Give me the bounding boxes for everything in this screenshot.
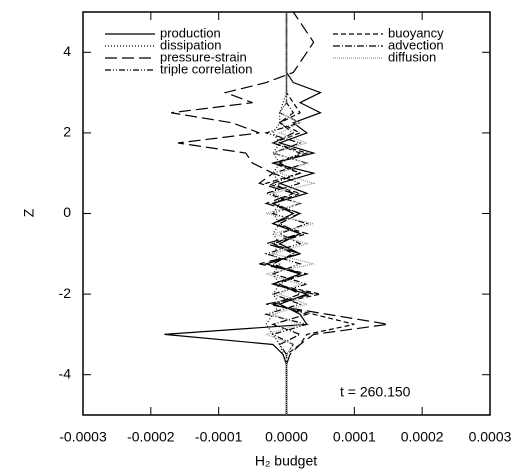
x-axis-label: H₂ budget <box>255 453 317 469</box>
annotation: t = 260.150 <box>340 384 411 400</box>
series-line <box>263 12 355 415</box>
y-tick-label: 2 <box>63 124 71 140</box>
y-tick-label: 4 <box>63 43 71 59</box>
series-line <box>171 11 389 415</box>
legend-label: triple correlation <box>160 61 253 76</box>
series-line <box>271 12 309 415</box>
series-line <box>265 12 288 415</box>
legend-label: buoyancy <box>388 25 444 40</box>
x-tick-label: 0.0001 <box>333 429 376 445</box>
x-tick-label: 0.0003 <box>469 429 512 445</box>
legend-label: pressure-strain <box>160 49 247 64</box>
y-tick-label: -2 <box>59 285 72 301</box>
series-line <box>264 12 316 415</box>
x-tick-label: 0.0002 <box>401 429 444 445</box>
legend-label: diffusion <box>388 49 436 64</box>
x-tick-label: -0.0001 <box>195 429 243 445</box>
y-tick-label: 0 <box>63 204 71 220</box>
y-axis-label: Z <box>21 208 37 217</box>
x-tick-label: 0.0000 <box>265 429 308 445</box>
x-tick-label: -0.0002 <box>127 429 175 445</box>
legend-label: production <box>160 25 221 40</box>
x-tick-label: -0.0003 <box>59 429 107 445</box>
y-tick-label: -4 <box>59 365 72 381</box>
legend-label: advection <box>388 37 444 52</box>
legend-label: dissipation <box>160 37 221 52</box>
